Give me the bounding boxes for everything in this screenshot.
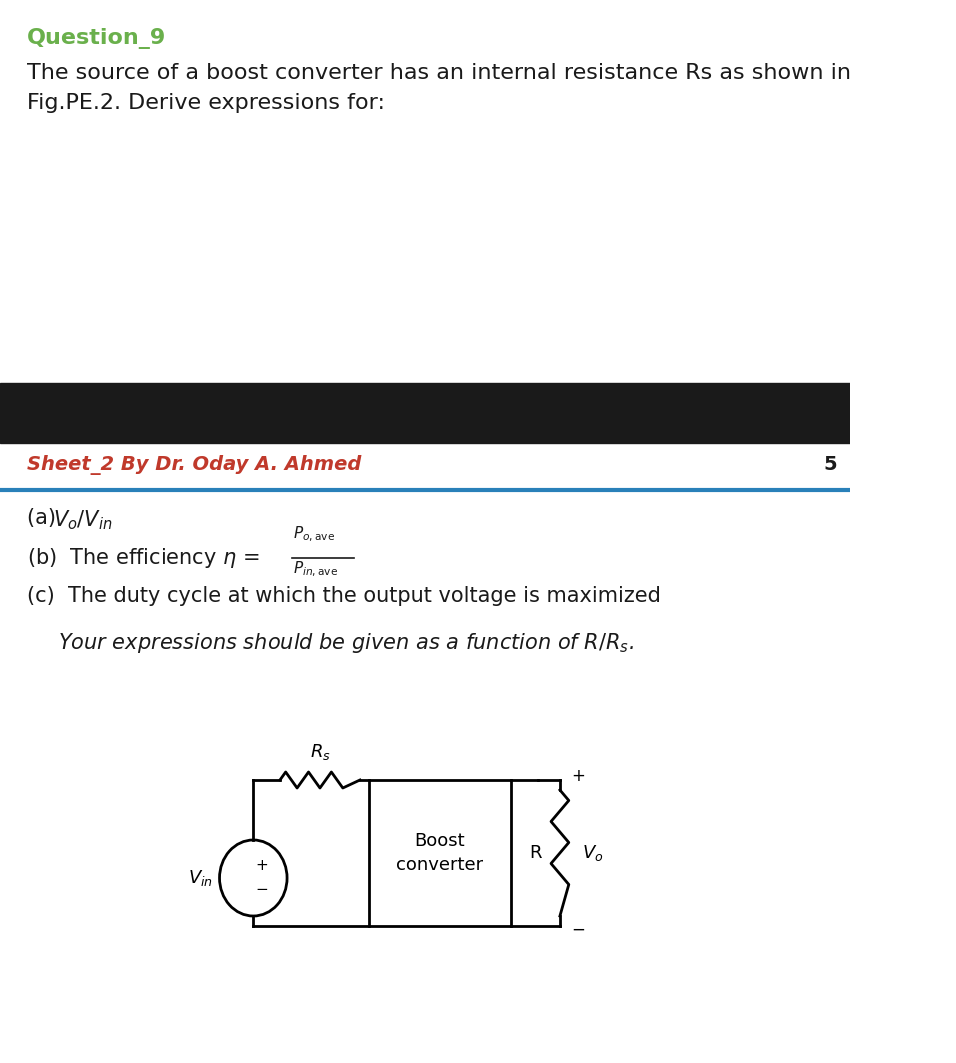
Text: +: + xyxy=(571,767,585,784)
Text: 5: 5 xyxy=(823,455,836,474)
Text: −: − xyxy=(571,921,585,939)
Text: $P_{in, \mathrm{ave}}$: $P_{in, \mathrm{ave}}$ xyxy=(293,560,338,579)
Text: The source of a boost converter has an internal resistance Rs as shown in
Fig.PE: The source of a boost converter has an i… xyxy=(27,63,851,113)
Text: Sheet_2 By Dr. Oday A. Ahmed: Sheet_2 By Dr. Oday A. Ahmed xyxy=(27,455,361,475)
Text: Boost
converter: Boost converter xyxy=(397,831,484,875)
Text: $V_o/V_{in}$: $V_o/V_{in}$ xyxy=(54,508,113,532)
Text: (a): (a) xyxy=(27,508,69,528)
Text: R: R xyxy=(530,844,542,862)
Text: $V_{in}$: $V_{in}$ xyxy=(188,868,213,888)
Text: $V_o$: $V_o$ xyxy=(582,843,603,863)
Text: (c)  The duty cycle at which the output voltage is maximized: (c) The duty cycle at which the output v… xyxy=(27,586,661,606)
Text: +: + xyxy=(256,859,269,874)
Bar xyxy=(0,383,850,443)
Text: (b)  The efficiency $\eta$ =: (b) The efficiency $\eta$ = xyxy=(27,546,261,570)
Text: −: − xyxy=(256,882,269,897)
Text: Your expressions should be given as a function of $R/R_s$.: Your expressions should be given as a fu… xyxy=(57,631,634,655)
Bar xyxy=(369,780,511,926)
Text: Question_9: Question_9 xyxy=(27,28,166,49)
Text: $P_{o, \mathrm{ave}}$: $P_{o, \mathrm{ave}}$ xyxy=(293,525,336,544)
Text: $R_s$: $R_s$ xyxy=(310,742,331,762)
